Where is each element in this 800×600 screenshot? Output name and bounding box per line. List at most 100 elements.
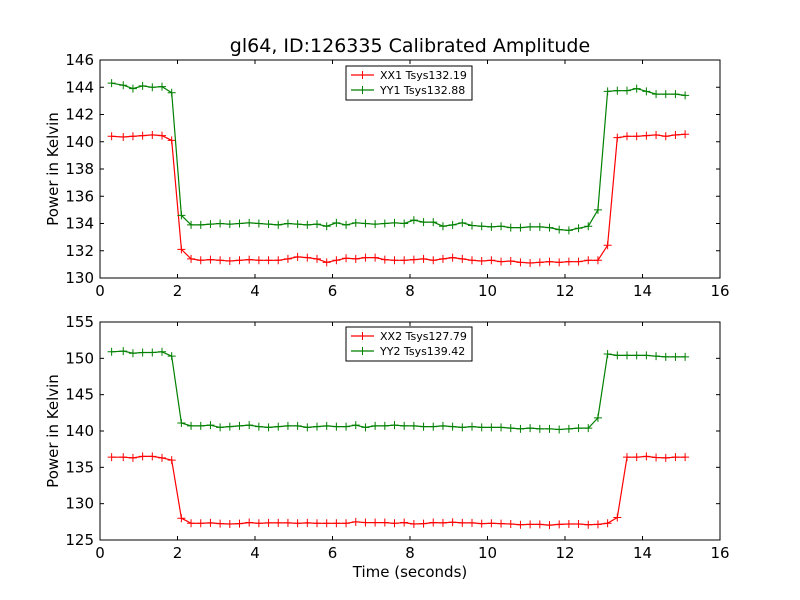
data-point [332,519,341,528]
x-tick-label: 16 [710,282,729,300]
data-point [107,132,116,141]
legend-label: XX2 Tsys127.79 [380,330,467,343]
data-point [429,218,438,227]
data-point [245,421,254,430]
legend-label: XX1 Tsys132.19 [380,69,467,82]
data-point [196,519,205,528]
data-point [225,520,234,529]
data-point [526,424,535,433]
data-point [206,518,215,527]
data-point [652,130,661,139]
x-tick-label: 8 [405,544,415,562]
data-point [313,254,321,263]
data-point [652,90,661,99]
data-point [535,520,544,529]
data-point [681,91,690,100]
x-tick-label: 4 [250,544,260,562]
data-point [293,220,302,229]
data-point [264,518,273,527]
data-point [293,252,302,261]
data-point [158,347,166,356]
chart-title: gl64, ID:126335 Calibrated Amplitude [230,35,590,57]
legend-label: YY2 Tsys139.42 [379,345,465,358]
data-point [671,130,680,139]
x-tick-label: 0 [95,282,105,300]
data-point [632,84,641,93]
y-axis-label: Power in Kelvin [44,374,62,488]
plot-frame [99,321,721,541]
data-point [419,254,428,263]
data-point [516,258,525,267]
bottom-chart: 0 2 4 6 8 10 12 14 16 125 130 135 140 145 150 155 Power … [44,313,730,581]
data-point [458,218,467,227]
data-point [564,226,573,235]
data-point [516,223,525,232]
x-axis-label: Time (seconds) [352,563,468,581]
data-point [526,222,535,231]
y-axis-label: Power in Kelvin [44,112,62,226]
data-point [545,521,554,530]
data-point [400,518,409,527]
data-point [516,520,525,529]
data-point [623,86,631,95]
data-point [642,351,651,360]
data-point [535,258,544,267]
data-point [167,352,176,361]
data-point [623,453,631,462]
data-point [613,133,622,142]
data-point [613,86,622,95]
data-point [332,422,341,431]
plot-frame [99,59,721,279]
data-point [303,518,312,527]
data-point [623,132,631,141]
data-point [671,90,680,99]
data-point [497,519,506,528]
data-point [254,256,263,265]
data-point [235,519,244,528]
data-point [584,222,593,231]
data-point [380,421,389,430]
data-point [351,254,360,263]
data-point [497,222,506,231]
data-point [380,518,389,527]
data-point [438,222,447,231]
data-point [158,82,166,91]
data-point [128,349,137,358]
data-point [681,453,690,462]
data-point [506,223,515,232]
data-point [148,130,157,139]
y-tick-label: 130 [65,269,94,287]
data-point [555,225,564,234]
data-point [409,520,418,529]
data-point [254,422,263,431]
data-point [671,453,680,462]
data-point [216,256,225,265]
data-point [555,258,564,267]
data-point [216,519,225,528]
data-point [632,132,641,141]
data-point [564,520,573,529]
data-point [400,219,409,228]
data-point [351,218,360,227]
data-point [468,518,476,527]
data-point [545,424,554,433]
data-point [177,245,186,254]
legend-marker [358,86,367,94]
data-point [593,413,602,422]
data-point [681,130,690,139]
data-point [167,456,176,465]
data-point [574,424,583,433]
data-point [138,348,147,357]
y-tick-label: 130 [65,495,94,513]
data-point [506,256,515,265]
y-tick-label: 145 [65,386,94,404]
data-point [603,241,612,250]
data-point [487,256,496,265]
data-point [487,519,496,528]
data-point [187,220,196,229]
data-point [661,352,670,361]
data-point [380,255,389,264]
data-point [264,423,273,432]
y-tick-label: 138 [65,160,94,178]
data-point [400,256,409,265]
